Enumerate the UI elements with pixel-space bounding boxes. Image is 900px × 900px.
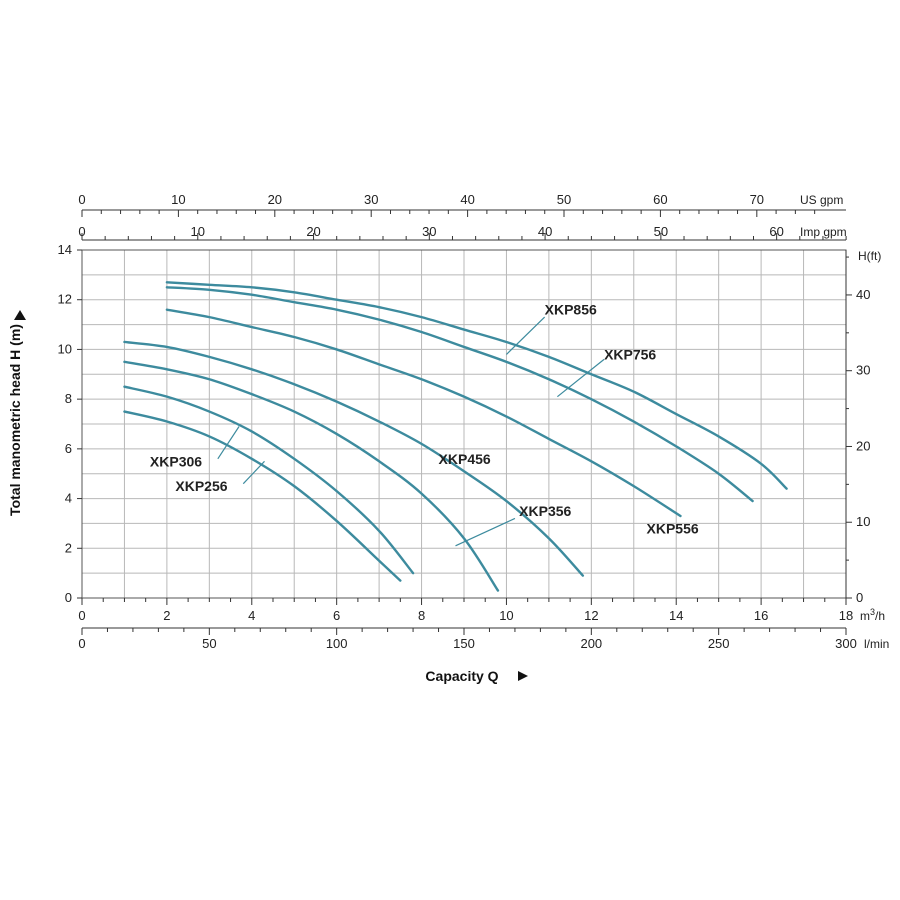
lmin-tick-label: 250: [708, 636, 730, 651]
x-tick-label: 6: [333, 608, 340, 623]
right-tick-label: 20: [856, 438, 870, 453]
y-tick-label: 8: [65, 391, 72, 406]
series-label-xkp306: XKP306: [150, 453, 202, 469]
series-label-xkp356: XKP356: [519, 503, 571, 519]
imp-gpm-tick-label: 0: [78, 224, 85, 239]
y-tick-label: 0: [65, 590, 72, 605]
series-curves: [123, 281, 788, 592]
us-gpm-tick-label: 50: [557, 192, 571, 207]
x-tick-label: 0: [78, 608, 85, 623]
series-label-xkp856: XKP856: [545, 302, 597, 318]
right-tick-label: 0: [856, 590, 863, 605]
lmin-unit: l/min: [864, 637, 889, 651]
series-curve-xkp556: [165, 308, 682, 518]
lmin-tick-label: 200: [580, 636, 602, 651]
series-curve-xkp756: [165, 286, 754, 503]
imp-gpm-tick-label: 20: [306, 224, 320, 239]
leader-line: [455, 517, 516, 547]
leader-line: [557, 358, 605, 398]
us-gpm-tick-label: 10: [171, 192, 185, 207]
right-tick-label: 10: [856, 514, 870, 529]
imp-gpm-tick-label: 50: [654, 224, 668, 239]
series-curve-xkp256: [123, 410, 402, 582]
x-tick-label: 14: [669, 608, 683, 623]
series-label-xkp556: XKP556: [647, 520, 699, 536]
series-label-xkp756: XKP756: [604, 346, 656, 362]
us-gpm-tick-label: 30: [364, 192, 378, 207]
right-tick-label: 30: [856, 363, 870, 378]
y-tick-label: 6: [65, 441, 72, 456]
imp-gpm-tick-label: 60: [769, 224, 783, 239]
x-axis-title: Capacity Q: [425, 668, 498, 684]
x-tick-label: 2: [163, 608, 170, 623]
grid: [82, 250, 846, 598]
us-gpm-unit: US gpm: [800, 193, 843, 207]
y-axis-arrow-icon: [14, 310, 26, 320]
y-tick-label: 10: [58, 341, 72, 356]
us-gpm-tick-label: 60: [653, 192, 667, 207]
imp-gpm-tick-label: 10: [191, 224, 205, 239]
series-labels: XKP256 XKP306 XKP356 XKP456 XKP556 XKP756 XKP8…: [150, 302, 699, 547]
series-curve-xkp356: [123, 360, 500, 592]
y-tick-label: 14: [58, 242, 72, 257]
x-tick-label: 4: [248, 608, 255, 623]
lmin-tick-label: 50: [202, 636, 216, 651]
lmin-tick-label: 150: [453, 636, 475, 651]
series-curve-xkp856: [165, 281, 788, 490]
us-gpm-tick-label: 20: [268, 192, 282, 207]
imp-gpm-tick-label: 40: [538, 224, 552, 239]
top-axes: 0 10 20 30 40 50 60 70 US gpm 0 10 20 30 40 50 60 Imp gp…: [78, 192, 847, 241]
y-tick-label: 4: [65, 491, 72, 506]
x-tick-label: 18: [839, 608, 853, 623]
y-axis-right: 0 10 20 30 40 H(ft): [845, 249, 881, 605]
leader-line: [506, 316, 546, 355]
us-gpm-tick-label: 70: [750, 192, 764, 207]
y-axis-left: 0 2 4 6 8 10 12 14: [58, 242, 82, 605]
series-label-xkp256: XKP256: [175, 478, 227, 494]
x-tick-label: 16: [754, 608, 768, 623]
right-axis-unit: H(ft): [858, 249, 881, 263]
lmin-tick-label: 0: [78, 636, 85, 651]
series-curve-xkp456: [123, 340, 585, 577]
y-tick-label: 2: [65, 540, 72, 555]
x-tick-label: 12: [584, 608, 598, 623]
series-curve-xkp306: [123, 385, 415, 575]
x-tick-label: 10: [499, 608, 513, 623]
leader-line: [242, 460, 265, 485]
y-tick-label: 12: [58, 292, 72, 307]
imp-gpm-tick-label: 30: [422, 224, 436, 239]
lmin-tick-label: 300: [835, 636, 857, 651]
series-label-xkp456: XKP456: [439, 451, 491, 467]
y-axis-title: Total manometric head H (m): [7, 324, 23, 516]
imp-gpm-unit: Imp gpm: [800, 225, 847, 239]
x-tick-label: 8: [418, 608, 425, 623]
leader-line: [217, 426, 240, 460]
x-axis-unit: m3/h: [860, 607, 885, 623]
bottom-axes: 0 2 4 6 8 10 12 14 16 18 m3/h 0 50 100 150 200 250 300 l/m…: [78, 598, 889, 651]
us-gpm-tick-label: 0: [78, 192, 85, 207]
right-tick-label: 40: [856, 287, 870, 302]
us-gpm-tick-label: 40: [460, 192, 474, 207]
lmin-tick-label: 100: [326, 636, 348, 651]
x-axis-arrow-icon: [518, 671, 528, 681]
